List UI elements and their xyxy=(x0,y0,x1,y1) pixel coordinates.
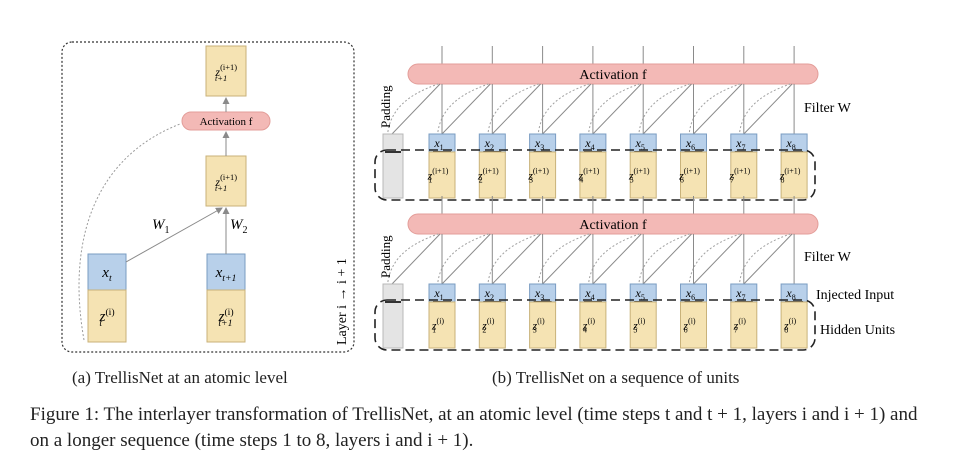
lower-activation-node xyxy=(407,213,819,235)
input-node-t1 xyxy=(206,253,246,291)
upper-diag-line-5 xyxy=(592,83,642,135)
filter-label-upper: Filter W xyxy=(804,101,852,116)
lower-input-label-4: x4 xyxy=(584,286,594,302)
w1-connection xyxy=(125,207,223,263)
upper-input-label-4: x4 xyxy=(584,136,594,152)
lower-padding-box xyxy=(382,283,404,349)
activation-label-a: Activation f xyxy=(200,116,253,128)
lower-diag-line-7 xyxy=(693,233,743,285)
mid-output-label: z(i+1) t+1 xyxy=(214,172,237,193)
lower-diag-line-6 xyxy=(642,233,692,285)
weight-1-label: W1 xyxy=(152,217,170,236)
hidden-node-t xyxy=(87,289,127,343)
lower-hidden-units-outline xyxy=(374,299,816,351)
panel-a-atomic-level: z(i+1) t+1 Activation f z(i+1) t+1 xt z(i)… xyxy=(61,41,355,353)
upper-diag-line-4 xyxy=(542,83,592,135)
lower-hidden-node-8 xyxy=(780,301,808,349)
upper-hidden-node-6 xyxy=(680,151,707,199)
lower-input-label-2: x2 xyxy=(484,286,494,302)
lower-input-label-6: x6 xyxy=(685,286,695,302)
upper-hidden-node-4 xyxy=(579,151,607,199)
hidden-label-t: z(i) t xyxy=(99,307,115,329)
upper-hidden-node-8 xyxy=(780,151,808,199)
padding-label-upper: Padding xyxy=(378,85,393,128)
upper-input-label-5: x5 xyxy=(635,136,645,152)
lower-diag-line-5 xyxy=(592,233,642,285)
panel-a-caption: (a) TrellisNet at an atomic level xyxy=(72,368,288,387)
figure-caption: Figure 1: The interlayer transformation … xyxy=(30,404,918,451)
upper-input-label-7: x7 xyxy=(735,136,745,152)
filter-label-lower: Filter W xyxy=(804,250,852,265)
weight-2-label: W2 xyxy=(230,217,248,236)
lower-hidden-node-4 xyxy=(579,301,607,349)
panel-b-caption: (b) TrellisNet on a sequence of units xyxy=(492,368,740,387)
upper-input-label-3: x3 xyxy=(534,136,544,152)
lower-diag-line-2 xyxy=(441,233,491,285)
top-output-node xyxy=(205,45,247,97)
upper-padding-box xyxy=(382,133,404,199)
upper-diag-line-6 xyxy=(642,83,692,135)
upper-input-label-2: x2 xyxy=(484,136,494,152)
input-label-t1: xt+1 xyxy=(215,265,237,284)
upper-hidden-node-1 xyxy=(428,151,456,199)
top-output-label: z(i+1) t+1 xyxy=(214,62,237,83)
lower-diag-line-8 xyxy=(743,233,793,285)
hidden-units-label: Hidden Units xyxy=(820,323,895,338)
lower-hidden-node-3 xyxy=(529,301,557,349)
upper-input-label-1: x1 xyxy=(433,136,443,152)
upper-diag-line-8 xyxy=(743,83,793,135)
lower-input-label-1: x1 xyxy=(433,286,443,302)
lower-hidden-node-5 xyxy=(629,301,657,349)
lower-hidden-node-7 xyxy=(730,301,758,349)
upper-activation-label: Activation f xyxy=(579,68,647,83)
input-node-t xyxy=(87,253,127,291)
upper-activation-node xyxy=(407,63,819,85)
upper-diag-line-7 xyxy=(693,83,743,135)
upper-input-label-8: x8 xyxy=(785,136,795,152)
panel-a-dotted-frame xyxy=(61,41,355,353)
lower-diag-line-1 xyxy=(391,233,441,285)
lower-input-label-7: x7 xyxy=(735,286,745,302)
lower-hidden-node-6 xyxy=(680,301,707,349)
layer-label: Layer i → i + 1 xyxy=(335,258,350,345)
lower-hidden-node-2 xyxy=(478,301,506,349)
upper-hidden-node-2 xyxy=(478,151,506,199)
input-label-t: xt xyxy=(101,265,112,284)
lower-diag-line-3 xyxy=(491,233,541,285)
upper-hidden-node-5 xyxy=(629,151,657,199)
lower-input-label-5: x5 xyxy=(635,286,645,302)
lower-diag-line-4 xyxy=(542,233,592,285)
hidden-label-t1: z(i) t+1 xyxy=(218,307,234,329)
upper-diag-line-2 xyxy=(441,83,491,135)
upper-diag-line-3 xyxy=(491,83,541,135)
upper-input-label-6: x6 xyxy=(685,136,695,152)
lower-input-label-3: x3 xyxy=(534,286,544,302)
lower-activation-label: Activation f xyxy=(579,218,647,233)
upper-hidden-node-7 xyxy=(730,151,758,199)
lower-hidden-node-1 xyxy=(428,301,456,349)
upper-hidden-units-outline xyxy=(374,149,816,201)
hidden-node-t1 xyxy=(206,289,246,343)
injected-input-label: Injected Input xyxy=(816,288,894,303)
upper-diag-line-1 xyxy=(391,83,441,135)
padding-label-lower: Padding xyxy=(378,235,393,278)
skip-connection-dotted xyxy=(78,123,181,341)
lower-input-label-8: x8 xyxy=(785,286,795,302)
